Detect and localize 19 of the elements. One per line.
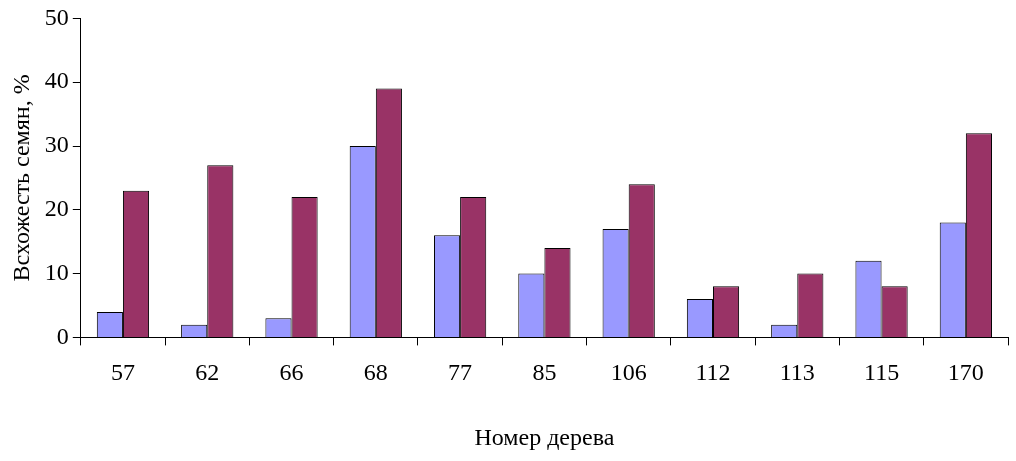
y-tick-label: 20 bbox=[44, 195, 69, 222]
y-tick-label: 50 bbox=[44, 3, 69, 30]
x-tick-label: 77 bbox=[448, 359, 473, 386]
x-tick-label: 66 bbox=[279, 359, 304, 386]
x-tick-label: 85 bbox=[532, 359, 557, 386]
x-tick-label: 57 bbox=[110, 359, 135, 386]
x-tick-label: 106 bbox=[610, 359, 647, 386]
y-tick-label: 0 bbox=[56, 322, 69, 349]
x-tick-label: 62 bbox=[195, 359, 220, 386]
x-tick-label: 170 bbox=[947, 359, 984, 386]
x-tick-label: 115 bbox=[864, 359, 900, 386]
x-tick-label: 112 bbox=[695, 359, 731, 386]
y-tick-label: 40 bbox=[44, 67, 69, 94]
y-tick-label: 30 bbox=[44, 131, 69, 158]
y-tick-label: 10 bbox=[44, 258, 69, 285]
y-axis-title: Всхожесть семян, % bbox=[7, 74, 34, 282]
x-tick-label: 68 bbox=[363, 359, 388, 386]
x-axis-title: Номер дерева bbox=[474, 423, 615, 450]
x-tick-label: 113 bbox=[779, 359, 815, 386]
